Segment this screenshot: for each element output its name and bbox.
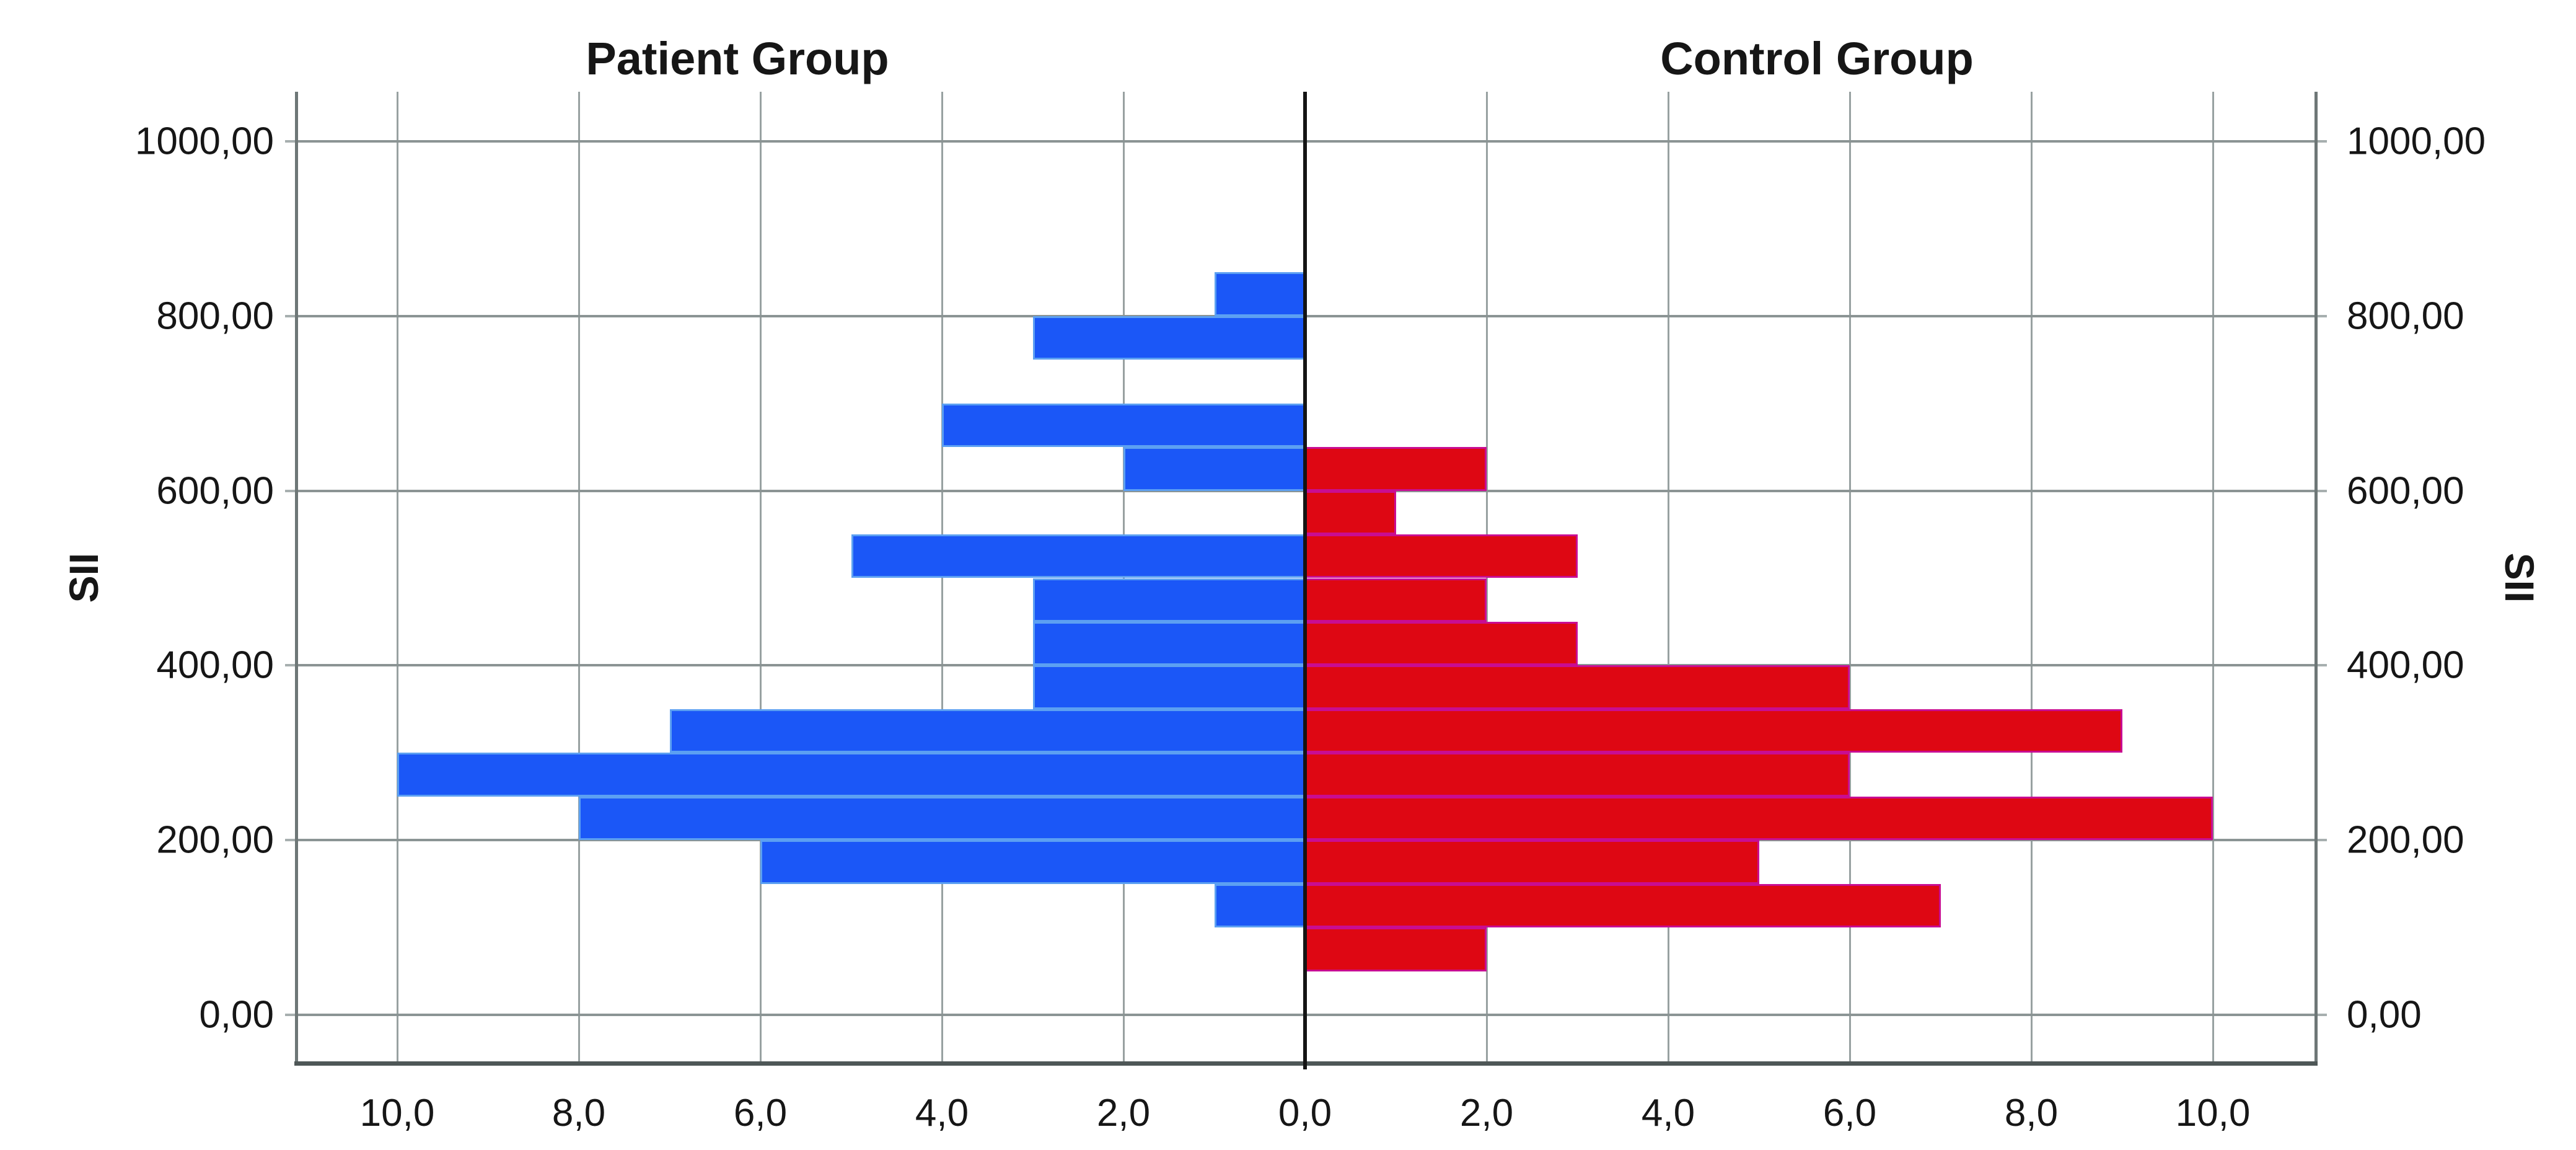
- histogram-bar-control: [1305, 621, 1578, 666]
- y-tickmark-left: [285, 140, 296, 143]
- right-panel-title: Control Group: [1660, 33, 1974, 84]
- x-tick-label: 10,0: [2175, 1092, 2251, 1135]
- histogram-bar-patient: [1214, 883, 1305, 928]
- histogram-bar-patient: [1214, 272, 1305, 316]
- histogram-bar-control: [1305, 840, 1759, 884]
- histogram-bar-control: [1305, 796, 2213, 841]
- histogram-bar-patient: [760, 840, 1305, 884]
- y-tick-label: 400,00: [2347, 644, 2464, 687]
- y-tick-label: 1000,00: [134, 120, 274, 163]
- histogram-bar-patient: [579, 796, 1305, 841]
- plot-frame-right: [2314, 92, 2318, 1063]
- y-tickmark-left: [285, 664, 296, 667]
- y-tick-label: 200,00: [156, 818, 274, 862]
- histogram-bar-control: [1305, 753, 1850, 797]
- histogram-bar-patient: [851, 534, 1305, 578]
- y-tickmark-right: [2316, 314, 2327, 317]
- histogram-bar-control: [1305, 665, 1850, 709]
- x-tick-label: 6,0: [1822, 1092, 1877, 1135]
- x-tick-label: 10,0: [359, 1092, 435, 1135]
- y-tickmark-right: [2316, 140, 2327, 143]
- x-gridline: [2030, 92, 2033, 1063]
- center-zero-axis: [1303, 92, 1307, 1069]
- x-gridline: [759, 92, 762, 1063]
- x-gridline: [1848, 92, 1851, 1063]
- y-tickmark-right: [2316, 489, 2327, 492]
- y-tick-label: 600,00: [156, 469, 274, 513]
- histogram-bar-patient: [1032, 316, 1305, 360]
- y-tickmark-right: [2316, 664, 2327, 667]
- left-panel-title: Patient Group: [586, 33, 889, 84]
- y-tickmark-right: [2316, 1014, 2327, 1016]
- x-gridline: [578, 92, 580, 1063]
- y-tick-label: 400,00: [156, 644, 274, 687]
- histogram-bar-control: [1305, 490, 1396, 535]
- histogram-bar-control: [1305, 534, 1578, 578]
- x-tick-label: 4,0: [915, 1092, 969, 1135]
- histogram-bar-control: [1305, 927, 1487, 971]
- y-tick-label: 200,00: [2347, 818, 2464, 862]
- histogram-bar-patient: [942, 403, 1305, 448]
- x-tick-label: 8,0: [552, 1092, 606, 1135]
- y-tick-label: 600,00: [2347, 469, 2464, 513]
- y-tick-label: 0,00: [2347, 993, 2422, 1037]
- x-tick-label: 4,0: [1641, 1092, 1695, 1135]
- histogram-bar-control: [1305, 709, 2122, 753]
- histogram-bar-patient: [1032, 621, 1305, 666]
- y-axis-label-left: SII: [61, 552, 107, 603]
- y-tick-label: 0,00: [199, 993, 274, 1037]
- histogram-bar-patient: [1123, 447, 1305, 491]
- y-tickmark-left: [285, 489, 296, 492]
- histogram-bar-patient: [397, 753, 1305, 797]
- histogram-bar-control: [1305, 883, 1941, 928]
- y-tickmark-left: [285, 839, 296, 842]
- x-tick-label: 6,0: [733, 1092, 788, 1135]
- y-tickmark-right: [2316, 839, 2327, 842]
- y-tickmark-left: [285, 1014, 296, 1016]
- histogram-bar-patient: [1032, 665, 1305, 709]
- x-gridline: [396, 92, 398, 1063]
- histogram-bar-control: [1305, 578, 1487, 622]
- x-tick-label-center: 0,0: [1278, 1092, 1332, 1135]
- y-tickmark-left: [285, 314, 296, 317]
- x-gridline: [1667, 92, 1669, 1063]
- y-tick-label: 1000,00: [2347, 120, 2486, 163]
- histogram-bar-control: [1305, 447, 1487, 491]
- x-gridline: [2212, 92, 2214, 1063]
- y-axis-label-right: SII: [2497, 552, 2543, 603]
- histogram-bar-patient: [1032, 578, 1305, 622]
- x-tick-label: 8,0: [2004, 1092, 2059, 1135]
- x-tick-label: 2,0: [1459, 1092, 1514, 1135]
- y-tick-label: 800,00: [156, 294, 274, 338]
- plot-frame-left: [294, 92, 298, 1063]
- y-tick-label: 800,00: [2347, 294, 2464, 338]
- x-tick-label: 2,0: [1096, 1092, 1151, 1135]
- histogram-bar-patient: [669, 709, 1305, 753]
